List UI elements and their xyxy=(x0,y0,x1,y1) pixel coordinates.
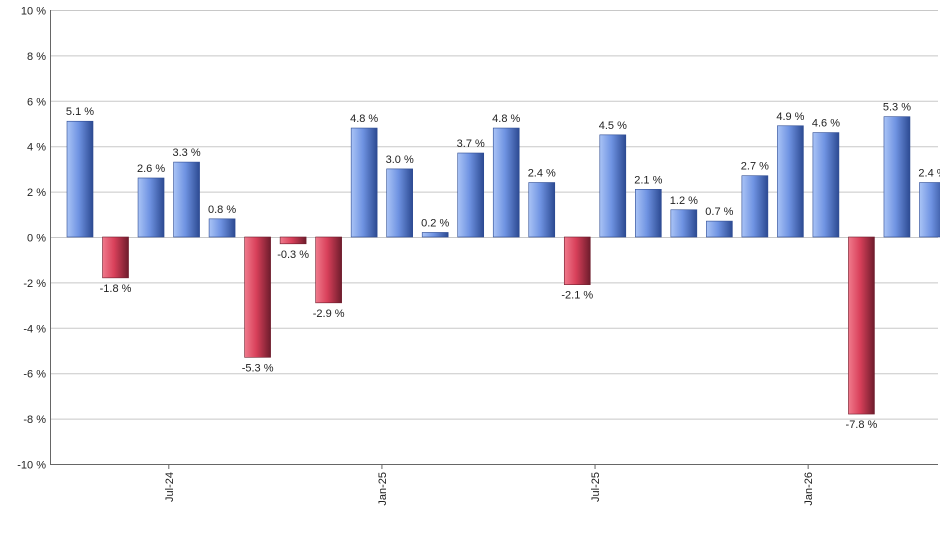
bar xyxy=(883,116,911,238)
y-tick-label: -6 % xyxy=(23,369,46,381)
x-tick-label: Jan-25 xyxy=(377,472,389,506)
bar xyxy=(279,236,307,245)
y-tick-label: 10 % xyxy=(21,6,46,18)
x-tick-label: Jan-26 xyxy=(803,472,815,506)
data-labels: 5.1 % -1.8 % 2.6 % 3.3 % 0.8 % -5.3 % -0.3 % -2… xyxy=(66,102,940,431)
data-label: -2.9 % xyxy=(313,308,345,320)
bar xyxy=(492,127,520,238)
x-tick-label: Jul-25 xyxy=(590,472,602,502)
data-label: 4.8 % xyxy=(492,113,520,125)
data-label: -7.8 % xyxy=(846,419,878,431)
data-label: -2.1 % xyxy=(561,290,593,302)
bar xyxy=(777,125,804,238)
y-tick-label: -10 % xyxy=(17,460,46,472)
data-label: 4.6 % xyxy=(812,118,840,130)
bar xyxy=(812,132,840,238)
bar xyxy=(457,152,485,238)
bar xyxy=(563,236,591,285)
bar xyxy=(102,236,129,279)
bar xyxy=(173,161,200,238)
y-tick-label: 4 % xyxy=(27,142,46,154)
y-tick-label: 8 % xyxy=(27,51,46,63)
x-axis-ticks: Jul-24 Jan-25 Jul-25 Jan-26 xyxy=(164,464,815,506)
data-label: -0.3 % xyxy=(277,249,309,261)
bar xyxy=(350,127,378,238)
bar xyxy=(635,189,662,238)
y-tick-label: 0 % xyxy=(27,233,46,245)
data-label: 2.4 % xyxy=(918,168,940,180)
bar xyxy=(315,236,342,304)
bar xyxy=(66,120,94,238)
data-label: -1.8 % xyxy=(100,283,132,295)
axes xyxy=(50,10,938,465)
bar xyxy=(208,218,236,238)
bar xyxy=(741,175,769,238)
data-label: 3.3 % xyxy=(172,147,200,159)
y-tick-label: -4 % xyxy=(23,323,46,335)
bar xyxy=(848,236,875,415)
x-tick-label: Jul-24 xyxy=(164,472,176,502)
bars xyxy=(66,116,940,415)
data-label: 2.4 % xyxy=(528,168,556,180)
data-label: 0.8 % xyxy=(208,204,236,216)
data-label: 2.1 % xyxy=(634,174,662,186)
data-label: 4.5 % xyxy=(599,120,627,132)
bar xyxy=(244,236,271,358)
data-label: 5.1 % xyxy=(66,106,94,118)
data-label: 4.9 % xyxy=(776,111,804,123)
data-label: -5.3 % xyxy=(242,362,274,374)
data-label: 3.7 % xyxy=(457,138,485,150)
data-label: 4.8 % xyxy=(350,113,378,125)
bar xyxy=(599,134,627,238)
y-tick-label: 6 % xyxy=(27,96,46,108)
data-label: 1.2 % xyxy=(670,195,698,207)
data-label: 2.7 % xyxy=(741,161,769,173)
gridlines xyxy=(50,10,938,465)
bar xyxy=(386,168,413,238)
data-label: 2.6 % xyxy=(137,163,165,175)
bar xyxy=(421,232,449,238)
y-tick-label: -2 % xyxy=(23,278,46,290)
data-label: 0.2 % xyxy=(421,217,449,229)
bar xyxy=(670,209,698,238)
data-label: 3.0 % xyxy=(386,154,414,166)
bar xyxy=(137,177,165,238)
y-tick-label: 2 % xyxy=(27,187,46,199)
bar xyxy=(706,220,733,238)
data-label: 0.7 % xyxy=(705,206,733,218)
y-axis-tick-labels: 10 % 8 % 6 % 4 % 2 % 0 % -2 % -4 % -6 % -8 % -10 % xyxy=(17,6,46,472)
y-tick-label: -8 % xyxy=(23,414,46,426)
bar xyxy=(528,182,556,238)
data-label: 5.3 % xyxy=(883,102,911,114)
bar xyxy=(919,182,940,238)
